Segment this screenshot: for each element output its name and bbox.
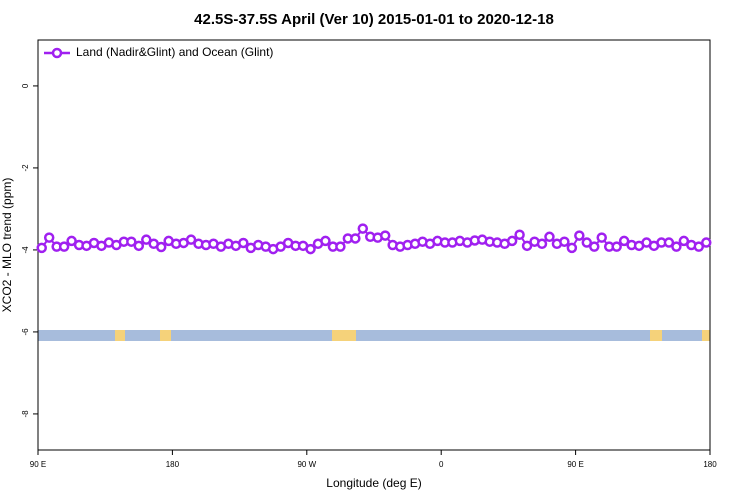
- land-patch: [160, 330, 171, 341]
- y-axis-label: XCO2 - MLO trend (ppm): [0, 178, 14, 313]
- x-tick-label: 90 E: [567, 460, 583, 469]
- data-point: [663, 237, 675, 248]
- data-point: [693, 241, 705, 252]
- y-tick-label: -8: [21, 410, 30, 418]
- land-ocean-strip: [38, 330, 710, 341]
- data-point: [357, 223, 369, 234]
- data-point: [238, 237, 249, 249]
- data-point: [350, 233, 361, 244]
- data-point: [581, 237, 593, 248]
- x-tick-label: 180: [703, 460, 717, 469]
- y-tick-label: -2: [21, 164, 30, 172]
- data-point: [514, 229, 525, 240]
- data-point: [66, 235, 77, 247]
- data-point: [678, 235, 690, 247]
- land-patch: [332, 330, 356, 341]
- data-point: [544, 231, 555, 243]
- x-axis-label: Longitude (deg E): [326, 476, 421, 490]
- x-tick-label: 90 W: [297, 460, 316, 469]
- data-point: [566, 242, 578, 254]
- data-point: [379, 230, 391, 241]
- land-patch: [650, 330, 662, 341]
- data-point: [618, 235, 630, 247]
- legend-label: Land (Nadir&Glint) and Ocean (Glint): [76, 45, 273, 59]
- data-point: [521, 240, 533, 252]
- ocean-band: [38, 330, 710, 341]
- data-point: [36, 242, 47, 254]
- data-point: [185, 234, 197, 245]
- data-point: [335, 241, 346, 252]
- data-point: [43, 232, 55, 243]
- x-tick-label: 0: [439, 460, 444, 469]
- x-tick-label: 180: [166, 460, 180, 469]
- land-patch: [702, 330, 710, 341]
- y-tick-label: -6: [21, 328, 30, 336]
- data-point: [126, 236, 137, 247]
- data-point: [133, 240, 145, 252]
- data-point: [141, 234, 152, 245]
- data-point: [574, 230, 585, 241]
- land-patch: [115, 330, 125, 341]
- data-point: [305, 243, 316, 255]
- data-point: [559, 236, 570, 247]
- data-point: [671, 241, 682, 252]
- x-tick-label: 90 E: [30, 460, 46, 469]
- data-point: [589, 241, 600, 252]
- y-tick-label: -4: [21, 246, 30, 254]
- data-point: [506, 235, 518, 247]
- data-point: [596, 232, 607, 243]
- data-point: [58, 241, 70, 252]
- legend-marker: [51, 47, 63, 59]
- data-point: [536, 238, 548, 250]
- y-tick-label: 0: [21, 83, 30, 88]
- chart-title: 42.5S-37.5S April (Ver 10) 2015-01-01 to…: [194, 11, 554, 28]
- data-point: [320, 235, 331, 247]
- data-point: [701, 237, 712, 248]
- data-point: [155, 241, 167, 253]
- data-point: [611, 241, 622, 252]
